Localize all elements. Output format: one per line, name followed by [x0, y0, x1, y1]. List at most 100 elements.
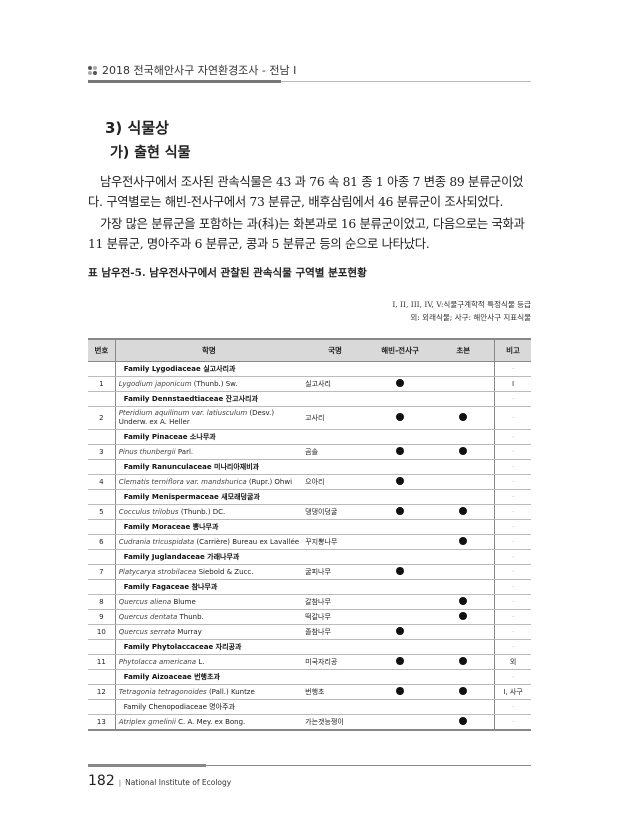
note-cell: · [494, 699, 531, 715]
author: Parl. [177, 448, 194, 456]
empty-mark: · [511, 583, 515, 591]
scientific-name: Platycarya strobilacea Siebold & Zucc. [115, 564, 303, 580]
column-header: 국명 [302, 338, 368, 362]
herb-cell [432, 669, 496, 685]
column-header: 비고 [494, 338, 531, 362]
genus-species: Lygodium japonicum [118, 380, 192, 388]
note-cell: · [494, 361, 531, 377]
family-name: Family Chenopodiaceae 명아주과 [115, 699, 303, 715]
note-cell: · [494, 444, 531, 460]
scientific-name: Quercus dentata Thunb. [115, 609, 303, 625]
herb-cell [432, 474, 496, 490]
note-cell: 외 [494, 654, 531, 670]
genus-species: Cocculus trilobus [118, 508, 179, 516]
beach-cell [367, 459, 433, 475]
empty-mark: · [511, 613, 515, 621]
note-cell: · [494, 564, 531, 580]
herb-cell [432, 361, 496, 377]
korean-name: 댕댕이덩굴 [302, 504, 368, 520]
family-row: Family Aizoaceae 번행초과 · [88, 669, 531, 685]
no-cell [88, 391, 116, 407]
korean-name: 번행초 [302, 684, 368, 700]
family-row: Family Chenopodiaceae 명아주과 · [88, 699, 531, 715]
presence-dot-icon [396, 379, 405, 387]
empty-mark: · [511, 568, 515, 576]
korean-name: 꾸지뽕나무 [302, 534, 368, 550]
footer-rule [88, 764, 531, 767]
kor-cell [302, 489, 368, 505]
plant-distribution-table: 번호 학명 국명 해빈-전사구 초본 비고 Family Lygodiaceae 실고사리… [88, 338, 531, 731]
scientific-name: Phytolacca americana L. [115, 654, 303, 670]
beach-cell [367, 714, 433, 731]
herb-cell [432, 699, 496, 715]
herb-cell [432, 489, 496, 505]
presence-dot-icon [396, 477, 405, 485]
beach-cell [367, 444, 433, 460]
family-row: Family Menispermaceae 새모래덩굴과 · [88, 489, 531, 505]
korean-name: 으아리 [302, 474, 368, 490]
presence-dot-icon [396, 627, 405, 635]
footer-separator: | [118, 779, 122, 787]
species-number: 8 [88, 594, 116, 610]
no-cell [88, 669, 116, 685]
note-cell: I, 사구 [494, 684, 531, 700]
presence-dot-icon [459, 507, 468, 515]
species-row: 1 Lygodium japonicum (Thunb.) Sw. 실고사리 I [88, 376, 531, 392]
subsection-heading: 가) 출현 식물 [110, 145, 191, 161]
table-note: I, II, III, IV, V:식물구계학적 특정식물 등급 [392, 300, 531, 309]
family-name: Family Moraceae 뽕나무과 [115, 519, 303, 535]
herb-cell [432, 654, 496, 670]
header-title: 2018 전국해안사구 자연환경조사 - 전남 I [102, 64, 297, 77]
author: Blume [173, 598, 196, 606]
herb-cell [432, 459, 496, 475]
no-cell [88, 549, 116, 565]
scientific-name: Tetragonia tetragonoides (Pall.) Kuntze [115, 684, 303, 700]
genus-species: Platycarya strobilacea [118, 568, 197, 576]
note-cell: · [494, 519, 531, 535]
korean-name: 미국자리공 [302, 654, 368, 670]
species-row: 5 Cocculus trilobus (Thunb.) DC. 댕댕이덩굴 · [88, 504, 531, 520]
empty-mark: · [511, 508, 515, 516]
herb-cell [432, 519, 496, 535]
herb-cell [432, 714, 496, 731]
beach-cell [367, 654, 433, 670]
presence-dot-icon [396, 687, 405, 695]
empty-mark: · [511, 478, 515, 486]
empty-mark: · [511, 463, 515, 471]
herb-cell [432, 429, 496, 445]
kor-cell [302, 669, 368, 685]
family-name: Family Pinaceae 소나무과 [115, 429, 303, 445]
note-cell: · [494, 669, 531, 685]
kor-cell [302, 549, 368, 565]
korean-name: 떡갈나무 [302, 609, 368, 625]
beach-cell [367, 594, 433, 610]
species-number: 12 [88, 684, 116, 700]
empty-mark: · [511, 538, 515, 546]
empty-mark: · [511, 448, 515, 456]
herb-cell [432, 684, 496, 700]
genus-species: Clematis terniflora var. mandshurica [118, 478, 247, 486]
no-cell [88, 639, 116, 655]
family-name: Family Dennstaedtiaceae 잔고사리과 [115, 391, 303, 407]
scientific-name: Lygodium japonicum (Thunb.) Sw. [115, 376, 303, 392]
note-cell: I [494, 376, 531, 392]
genus-species: Tetragonia tetragonoides [118, 688, 207, 696]
presence-dot-icon [396, 413, 405, 421]
no-cell [88, 459, 116, 475]
species-row: 7 Platycarya strobilacea Siebold & Zucc. 굴… [88, 564, 531, 580]
family-name: Family Aizoaceae 번행초과 [115, 669, 303, 685]
kor-cell [302, 361, 368, 377]
scientific-name: Clematis terniflora var. mandshurica (Ru… [115, 474, 303, 490]
kor-cell [302, 579, 368, 595]
species-number: 6 [88, 534, 116, 550]
section-heading: 3) 식물상 [105, 119, 169, 137]
kor-cell [302, 699, 368, 715]
scientific-name: Quercus serrata Murray [115, 624, 303, 640]
family-row: Family Juglandaceae 가래나무과 · [88, 549, 531, 565]
species-row: 4 Clematis terniflora var. mandshurica (R… [88, 474, 531, 490]
beach-cell [367, 534, 433, 550]
herb-cell [432, 406, 496, 430]
presence-dot-icon [459, 447, 468, 455]
empty-mark: · [511, 365, 515, 373]
